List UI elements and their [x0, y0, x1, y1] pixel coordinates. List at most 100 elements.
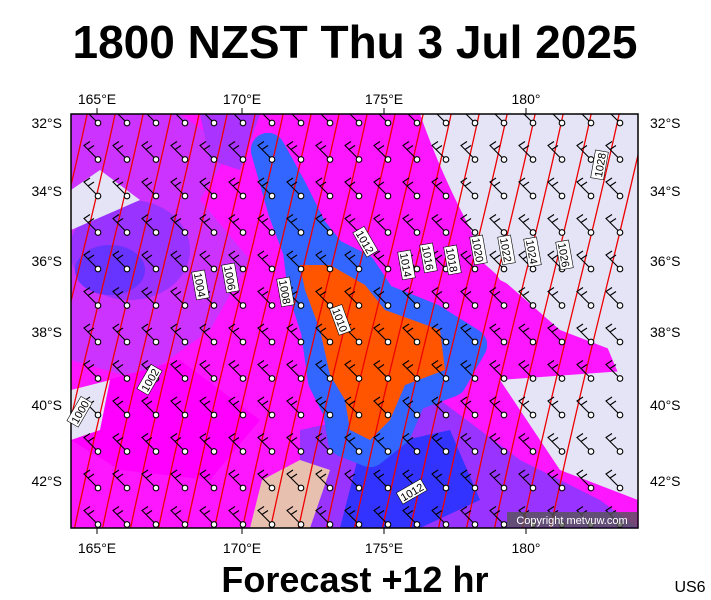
wind-barb	[460, 250, 476, 270]
station	[471, 375, 479, 382]
wind-barb	[373, 396, 389, 416]
wind-barb	[257, 360, 273, 379]
wind-barb	[547, 469, 563, 489]
wind-barb	[257, 214, 273, 233]
station	[500, 156, 508, 163]
wind-barb	[576, 214, 592, 233]
station	[210, 411, 218, 419]
station	[297, 521, 305, 528]
wind-barb	[344, 250, 360, 270]
lon-label-bottom: 165°E	[78, 540, 116, 556]
isobar	[353, 114, 452, 528]
isobar-label: 1016	[419, 245, 435, 271]
wind-barb	[402, 141, 418, 160]
station	[616, 229, 624, 236]
isobar	[71, 114, 88, 189]
lat-label-left: 36°S	[31, 253, 62, 269]
station	[471, 265, 479, 273]
wind-barb	[170, 360, 186, 379]
station	[181, 229, 189, 236]
station	[152, 484, 160, 492]
station	[268, 119, 276, 127]
station	[297, 229, 305, 236]
lon-label-bottom: 170°E	[223, 540, 261, 556]
wind-barb	[141, 177, 157, 197]
wind-barb	[576, 250, 592, 270]
wind-barb	[204, 114, 215, 124]
wind-barb	[199, 506, 215, 525]
wind-barb	[378, 114, 389, 124]
station	[123, 265, 131, 273]
lat-label-right: 36°S	[650, 253, 681, 269]
station	[442, 229, 450, 236]
station	[239, 411, 247, 419]
station	[94, 484, 102, 492]
wind-barb	[83, 323, 99, 343]
wind-barb	[315, 250, 331, 270]
station	[413, 156, 421, 163]
station	[500, 119, 508, 127]
station	[413, 119, 421, 127]
station	[384, 521, 392, 528]
station	[413, 338, 421, 346]
station	[326, 448, 334, 455]
station	[123, 338, 131, 346]
station	[210, 448, 218, 455]
wind-barb	[199, 360, 215, 379]
station	[239, 521, 247, 528]
isobar-label-box	[352, 225, 379, 258]
wind-barb	[83, 141, 99, 160]
isobar	[521, 114, 620, 528]
wind-barb	[257, 250, 273, 270]
isobar-label-box	[555, 239, 574, 271]
station	[123, 119, 131, 127]
station	[587, 411, 595, 419]
station	[355, 192, 363, 200]
wind-barb	[407, 114, 418, 124]
wind-barb	[373, 360, 389, 379]
isobar-label-box	[191, 269, 210, 301]
lon-label-bottom: 180°	[512, 540, 541, 556]
station	[326, 521, 334, 528]
wind-barb	[286, 141, 302, 160]
wind-barb	[117, 114, 128, 124]
wind-barb	[547, 177, 563, 197]
station	[558, 411, 566, 419]
wind-barb	[344, 433, 360, 452]
wind-barb	[141, 250, 157, 270]
station	[210, 521, 218, 528]
station	[123, 411, 131, 419]
wind-barb	[605, 323, 621, 343]
wind-barb	[83, 287, 99, 306]
wind-barb	[170, 506, 186, 525]
station	[442, 484, 450, 492]
station	[326, 192, 334, 200]
wind-barb	[576, 396, 592, 416]
copyright: Copyright metvuw.com	[516, 515, 627, 527]
isobar-label-box	[419, 242, 438, 274]
wind-barb	[286, 360, 302, 379]
isobar-label-box	[66, 395, 93, 428]
station	[384, 192, 392, 200]
wind-barb	[523, 114, 534, 124]
wind-barb	[402, 396, 418, 416]
station	[616, 192, 624, 200]
wind-barb	[518, 141, 534, 160]
isobar-label-box	[395, 478, 428, 505]
wind-barb	[605, 141, 621, 160]
station	[529, 229, 537, 236]
station	[326, 302, 334, 309]
station	[210, 375, 218, 382]
station	[384, 411, 392, 419]
wind-barb	[344, 214, 360, 233]
station	[94, 375, 102, 382]
station	[413, 521, 421, 528]
station	[558, 229, 566, 236]
station	[181, 302, 189, 309]
wind-barb	[170, 323, 186, 343]
wind-barb	[489, 433, 505, 452]
lat-label-right: 42°S	[650, 473, 681, 489]
wind-barb	[605, 360, 621, 379]
station	[413, 192, 421, 200]
station	[384, 338, 392, 346]
